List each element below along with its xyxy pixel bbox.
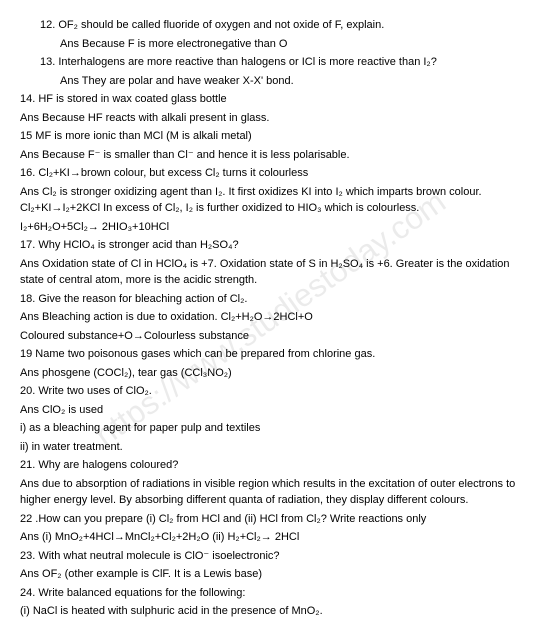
text-line: I₂+6H₂O+5Cl₂→ 2HIO₃+10HCl bbox=[20, 219, 520, 236]
text-line: 16. Cl₂+KI→brown colour, but excess Cl₂ … bbox=[20, 165, 520, 182]
text-line: Ans ClO₂ is used bbox=[20, 402, 520, 419]
text-line: Ans They are polar and have weaker X-X' … bbox=[20, 73, 520, 90]
text-line: 19 Name two poisonous gases which can be… bbox=[20, 346, 520, 363]
text-line: Ans Because HF reacts with alkali presen… bbox=[20, 110, 520, 127]
text-line: (i) NaCl is heated with sulphuric acid i… bbox=[20, 603, 520, 620]
text-line: 20. Write two uses of ClO₂. bbox=[20, 383, 520, 400]
text-line: Ans Because F⁻ is smaller than Cl⁻ and h… bbox=[20, 147, 520, 164]
document-content: 12. OF₂ should be called fluoride of oxy… bbox=[20, 17, 520, 620]
text-line: Ans Cl₂ is stronger oxidizing agent than… bbox=[20, 184, 520, 217]
text-line: Ans Because F is more electronegative th… bbox=[20, 36, 520, 53]
text-line: 12. OF₂ should be called fluoride of oxy… bbox=[20, 17, 520, 34]
text-line: 22 .How can you prepare (i) Cl₂ from HCl… bbox=[20, 511, 520, 528]
text-line: Coloured substance+O→Colourless substanc… bbox=[20, 328, 520, 345]
text-line: Ans (i) MnO₂+4HCl→MnCl₂+Cl₂+2H₂O (ii) H₂… bbox=[20, 529, 520, 546]
text-line: i) as a bleaching agent for paper pulp a… bbox=[20, 420, 520, 437]
text-line: 23. With what neutral molecule is ClO⁻ i… bbox=[20, 548, 520, 565]
text-line: Ans OF₂ (other example is ClF. It is a L… bbox=[20, 566, 520, 583]
text-line: Ans due to absorption of radiations in v… bbox=[20, 476, 520, 509]
text-line: 15 MF is more ionic than MCl (M is alkal… bbox=[20, 128, 520, 145]
text-line: ii) in water treatment. bbox=[20, 439, 520, 456]
text-line: Ans phosgene (COCl₂), tear gas (CCl₃NO₂) bbox=[20, 365, 520, 382]
text-line: 13. Interhalogens are more reactive than… bbox=[20, 54, 520, 71]
text-line: 21. Why are halogens coloured? bbox=[20, 457, 520, 474]
text-line: 14. HF is stored in wax coated glass bot… bbox=[20, 91, 520, 108]
text-line: 18. Give the reason for bleaching action… bbox=[20, 291, 520, 308]
text-line: 17. Why HClO₄ is stronger acid than H₂SO… bbox=[20, 237, 520, 254]
text-line: 24. Write balanced equations for the fol… bbox=[20, 585, 520, 602]
text-line: Ans Bleaching action is due to oxidation… bbox=[20, 309, 520, 326]
text-line: Ans Oxidation state of Cl in HClO₄ is +7… bbox=[20, 256, 520, 289]
